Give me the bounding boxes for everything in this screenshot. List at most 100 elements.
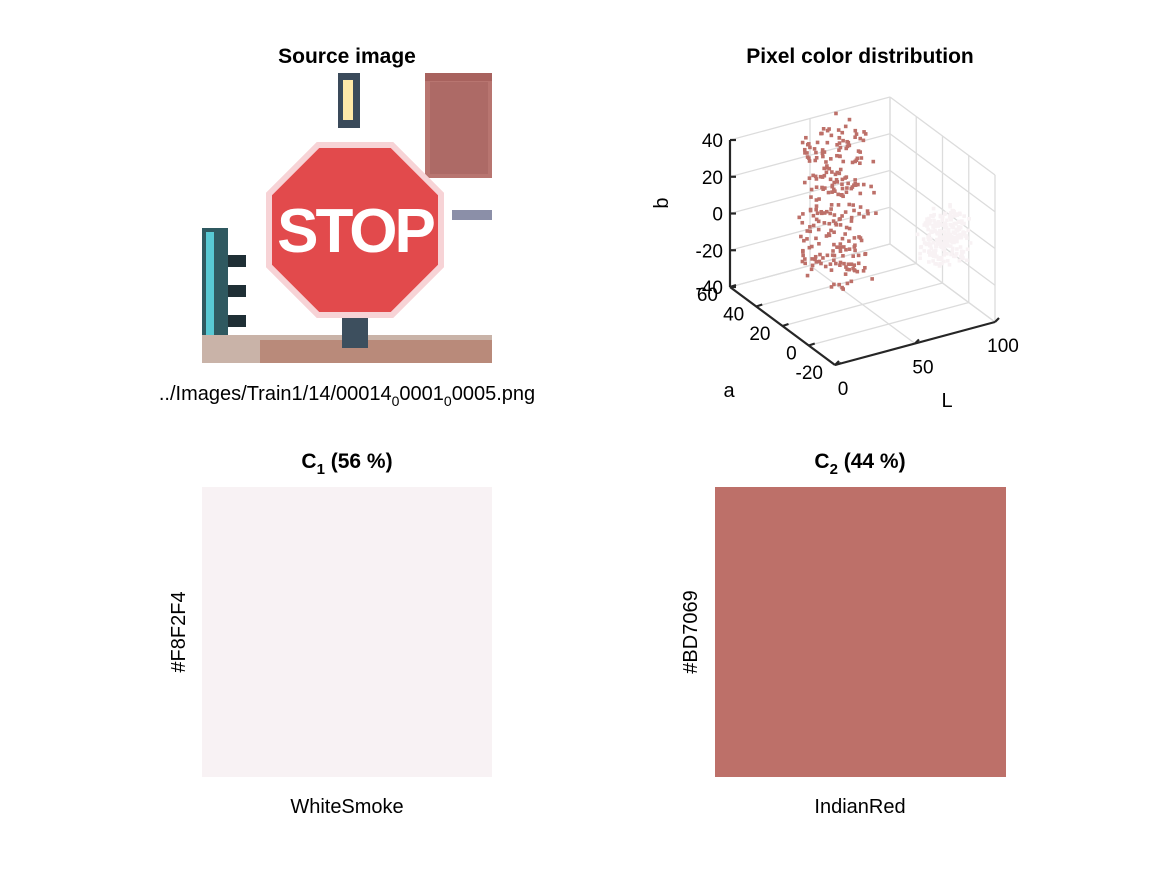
scatter-point [871,159,876,164]
scatter-point [844,247,848,252]
z-tick-label: -40 [696,278,723,299]
scatter-point [830,184,834,189]
scatter-point [838,263,842,267]
scatter-point [819,209,824,214]
scatter-point [954,222,958,226]
swatch-1-name: WhiteSmoke [290,796,403,818]
scatter-point [809,187,814,192]
scatter-point [955,235,959,240]
scatter-point [834,261,838,266]
scatter-point [828,211,833,216]
scatter-point [939,255,943,260]
scatter-point [812,147,817,151]
scatter-point [960,219,964,223]
scatter-point [802,238,806,243]
scatter-point [837,217,842,222]
scatter-point [965,236,969,240]
scatter-point [944,232,948,237]
scatter-point [925,217,929,221]
grid-line [729,96,891,141]
scatter-point [937,242,942,246]
scatter-point [824,160,828,164]
filename-part: ../Images/Train1/14/00014 [159,383,392,405]
scatter-point [800,140,805,145]
scatter-point [829,157,833,161]
scatter-point [944,236,949,240]
z-tick-label: 40 [702,131,723,152]
svg-text:../Images/Train1/14/0001400001: ../Images/Train1/14/000140000100005.png [159,383,535,409]
scatter-point [807,142,811,146]
scatter-point [958,245,963,249]
scatter-point [844,225,849,230]
scatter-point [810,244,814,249]
scatter-point [955,247,959,251]
scatter-point [814,207,818,212]
y-tick-label: 0 [786,344,797,365]
scatter-point [807,245,812,250]
scatter-point [844,190,849,195]
scatter-point [856,261,861,266]
scatter-point [845,144,850,149]
scatter-point [815,211,820,216]
scatter-point [948,211,953,215]
scatter-point [940,261,944,266]
scatter-point [835,180,840,184]
scatter-point [832,180,836,185]
scatter-point [825,128,830,133]
scatter-point [844,146,849,151]
scatter-point [842,261,846,266]
scatter-point [947,262,952,267]
y-tick-mark [834,361,842,367]
scatter-point [822,150,827,154]
scatter-point [872,190,876,195]
scatter-point [838,154,842,159]
scatter-point [852,208,856,213]
scatter-point [829,133,834,138]
scatter-point [837,282,841,287]
filename-subscript: 0 [444,393,452,409]
scatter-point [814,185,819,189]
scatter-point [962,221,966,226]
scatter-point [823,264,828,269]
scatter-point [829,285,834,289]
scatter-point [800,259,805,264]
scatter-point [838,245,843,250]
scatter-point [863,265,867,270]
scatter-point [853,178,857,182]
scatter-point [927,233,932,237]
scatter-point [938,230,943,235]
scatter-point [853,135,857,140]
scatter-point [847,247,852,251]
scatter-point [931,214,935,219]
scatter-point [927,216,931,221]
scatter-point [929,246,934,251]
scatter-point [849,215,854,220]
scatter-point [820,185,824,190]
scatter-point [921,237,926,241]
source-filename: ../Images/Train1/14/000140000100005.png [159,383,535,409]
scatter-point [857,235,861,239]
scatter-point [924,242,929,247]
scatter-point [959,249,964,254]
scatter-point [811,173,815,178]
scatter-point [832,242,836,247]
scatter-point [805,237,809,241]
scatter-point [919,244,924,249]
grid-line [729,206,891,251]
scatter-point [937,236,942,240]
scatter-point [862,130,866,134]
scatter-point [847,226,852,231]
scatter-point [833,189,837,193]
scatter-point [805,273,810,278]
grid-line [889,96,996,176]
scatter-point [928,236,933,241]
scatter-point [950,249,955,254]
scatter-point [940,217,945,222]
scatter-point [837,135,842,140]
scatter-point [927,250,931,254]
swatch-2-hex: #BD7069 [680,590,702,673]
scatter-point [840,130,845,135]
scatter-point [945,218,949,223]
scatter-point [959,234,964,239]
